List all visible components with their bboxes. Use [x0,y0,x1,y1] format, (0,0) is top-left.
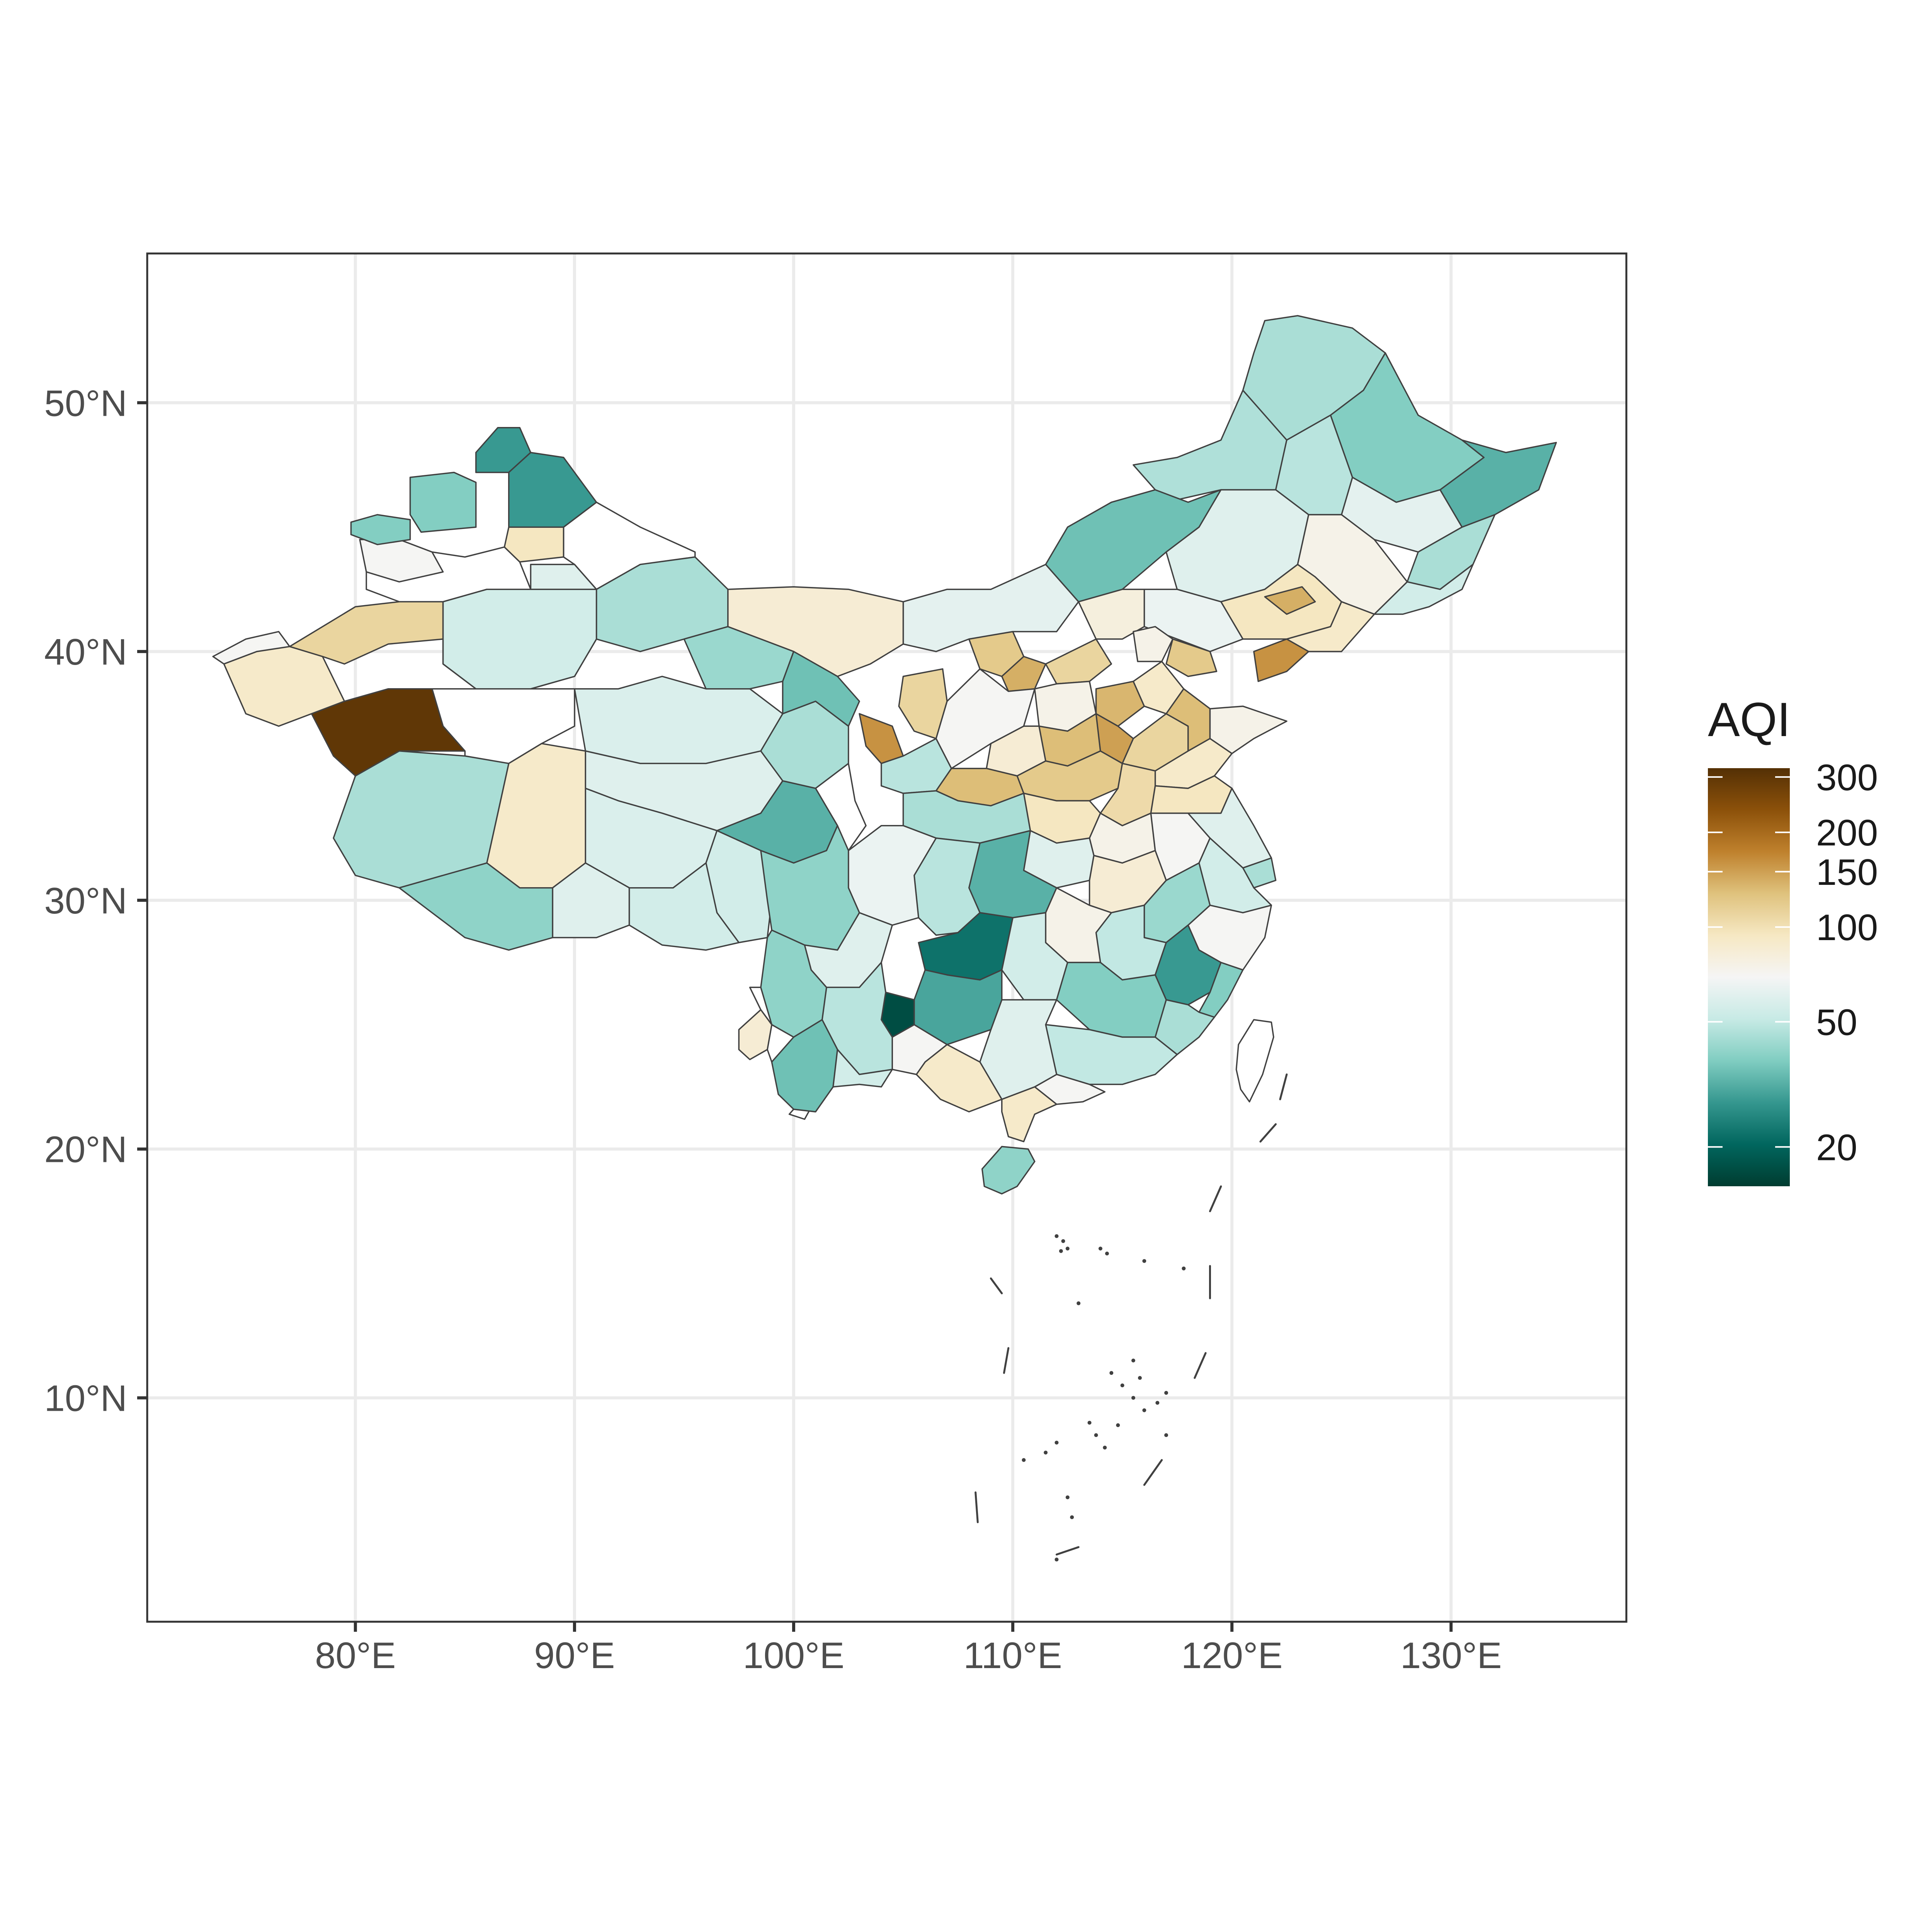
region-shijiazhuang [1095,680,1145,727]
islet-20 [1044,1451,1048,1455]
islet-16 [1094,1433,1098,1437]
islet-10 [1120,1383,1124,1388]
islet-0 [1054,1234,1059,1238]
islet-19 [1022,1458,1026,1462]
region-nyingchi [628,862,740,951]
region-inner-mongolia-central [902,564,1079,652]
islet-13 [1155,1401,1160,1405]
legend-tick-label: 50 [1816,1002,1857,1043]
plot-panel-border [146,252,1628,1623]
region-changji [503,526,565,563]
islet-27 [1131,1358,1135,1362]
x-tick-label: 120°E [1181,1635,1283,1676]
islet-8 [1077,1301,1081,1305]
nine-dash-segment-2 [1209,1185,1222,1213]
x-tick-label: 110°E [963,1635,1062,1676]
region-zhanjiang [1001,1086,1058,1143]
legend-colorbar [1708,768,1790,1186]
region-turpan [530,564,597,590]
region-bortala [350,514,411,546]
region-yanbian [1374,564,1474,615]
islet-14 [1164,1391,1168,1395]
nine-dash-segment-8 [1003,1347,1010,1374]
islet-25 [1054,1558,1059,1562]
x-tick-label: 130°E [1400,1635,1502,1676]
nine-dash-segment-6 [1056,1546,1080,1556]
region-liaodong [1286,601,1375,652]
x-tick-label: 90°E [534,1635,615,1676]
islet-24 [1070,1515,1074,1519]
islet-12 [1142,1408,1146,1412]
region-shanxi-north [1045,638,1112,685]
region-ganzhou [1056,962,1167,1038]
islet-15 [1087,1420,1092,1425]
y-tick-label: 40°N [44,631,128,673]
island-taiwan [1235,1019,1274,1103]
islet-23 [1065,1495,1070,1500]
region-tacheng [409,471,477,533]
legend-tick-label: 150 [1816,852,1878,893]
region-hotan [311,688,466,777]
islet-3 [1059,1249,1063,1253]
islet-6 [1142,1259,1146,1263]
x-tick-label: 100°E [743,1635,845,1676]
islet-9 [1109,1371,1114,1375]
islet-26 [1164,1433,1168,1437]
islet-1 [1061,1239,1065,1243]
y-tick-label: 10°N [44,1378,128,1419]
region-dehong [738,1009,773,1060]
y-tick-label: 20°N [44,1129,128,1170]
region-shenyang [1264,586,1316,615]
legend-tick-label: 200 [1816,812,1878,854]
region-guangxi-east [979,999,1058,1100]
islet-7 [1182,1266,1186,1270]
region-tangshan [1165,638,1218,677]
region-nanning [915,1044,1003,1112]
region-haixi [574,675,784,764]
map-regions [212,315,1557,1562]
region-zhangye [683,626,794,690]
region-beijing [1133,626,1173,662]
region-wenshan [832,1049,893,1088]
region-hainan [981,1146,1036,1195]
region-hulunbuir [1133,389,1287,503]
legend-tick-label: 300 [1816,757,1878,798]
nine-dash-segment-7 [975,1491,979,1523]
region-bayingolin [442,588,597,690]
islet-4 [1098,1247,1102,1251]
region-ordos [1001,656,1046,692]
legend-title: AQI [1708,693,1791,747]
islet-18 [1054,1440,1059,1445]
islet-22 [1138,1376,1142,1380]
islet-11 [1131,1396,1135,1400]
region-dali [760,929,827,1038]
islet-5 [1105,1252,1109,1256]
legend-tick-label: 20 [1816,1127,1857,1168]
islet-2 [1065,1247,1070,1251]
y-tick-label: 50°N [44,383,128,424]
x-tick-label: 80°E [315,1635,396,1676]
islet-17 [1103,1446,1107,1450]
region-ganzi [760,825,860,951]
region-wuwei [782,651,860,727]
islet-21 [1116,1423,1120,1427]
nine-dash-segment-0 [1279,1073,1288,1100]
legend-tick-label: 100 [1816,907,1878,948]
nine-dash-segment-1 [1259,1123,1277,1143]
axes: 80°E 90°E 100°E 110°E 120°E 130°E 50°N 40°N 30°N… [44,383,1502,1676]
nine-dash-segment-9 [990,1277,1003,1294]
region-dalian [1253,638,1310,682]
nine-dash-segment-4 [1194,1352,1207,1379]
nine-dash-segment-5 [1143,1459,1163,1486]
y-tick-label: 30°N [44,880,128,922]
